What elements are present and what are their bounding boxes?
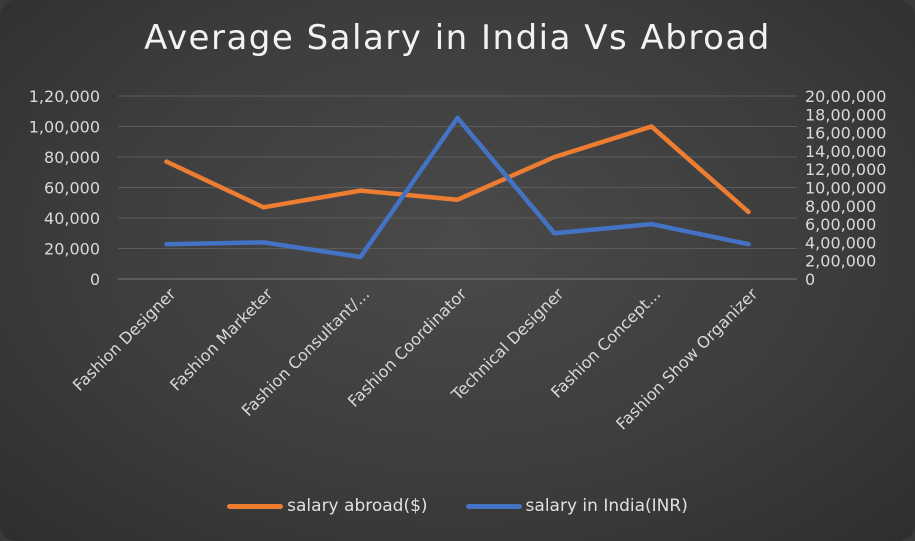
- y-left-tick-label: 1,00,000: [29, 118, 100, 137]
- y-right-tick-label: 20,00,000: [805, 87, 886, 106]
- legend: salary abroad($) salary in India(INR): [0, 496, 915, 516]
- legend-swatch-abroad: [227, 503, 284, 509]
- y-left-tick-label: 40,000: [44, 209, 100, 228]
- data-point-india: [261, 240, 266, 245]
- y-right-tick-label: 12,00,000: [805, 160, 886, 179]
- data-point-india: [358, 254, 363, 260]
- data-point-abroad: [261, 205, 266, 210]
- data-point-abroad: [358, 188, 363, 193]
- legend-item-abroad: salary abroad($): [227, 496, 428, 516]
- y-right-tick-label: 10,00,000: [805, 179, 886, 198]
- legend-label-abroad: salary abroad($): [287, 496, 428, 516]
- data-point-india: [552, 231, 557, 236]
- y-left-tick-label: 1,20,000: [29, 87, 100, 106]
- data-point-abroad: [455, 197, 460, 202]
- data-point-india: [649, 221, 654, 227]
- data-point-india: [164, 242, 169, 247]
- y-right-tick-label: 18,00,000: [805, 105, 886, 124]
- x-category-label: Fashion Marketer: [166, 284, 277, 395]
- y-right-tick-label: 8,00,000: [805, 197, 876, 216]
- legend-item-india: salary in India(INR): [465, 496, 688, 516]
- y-right-tick-label: 6,00,000: [805, 215, 876, 234]
- y-left-tick-label: 20,000: [44, 240, 100, 259]
- legend-label-india: salary in India(INR): [525, 496, 688, 516]
- data-point-abroad: [552, 154, 557, 160]
- chart-title: Average Salary in India Vs Abroad: [144, 18, 771, 58]
- x-category-label: Fashion Designer: [69, 284, 180, 395]
- legend-swatch-india: [465, 503, 522, 509]
- y-right-tick-label: 14,00,000: [805, 142, 886, 161]
- data-point-india: [746, 242, 751, 247]
- y-left-tick-label: 60,000: [44, 179, 100, 198]
- y-right-tick-label: 0: [805, 270, 815, 289]
- y-right-tick-label: 4,00,000: [805, 233, 876, 252]
- y-right-tick-label: 2,00,000: [805, 252, 876, 271]
- x-category-label: Fashion Concept...: [547, 284, 664, 401]
- y-right-tick-label: 16,00,000: [805, 124, 886, 143]
- data-point-abroad: [746, 209, 751, 215]
- data-point-abroad: [649, 124, 654, 129]
- y-left-tick-label: 80,000: [44, 148, 100, 167]
- data-point-india: [455, 115, 460, 121]
- y-left-tick-label: 0: [90, 270, 100, 289]
- data-point-abroad: [164, 159, 169, 164]
